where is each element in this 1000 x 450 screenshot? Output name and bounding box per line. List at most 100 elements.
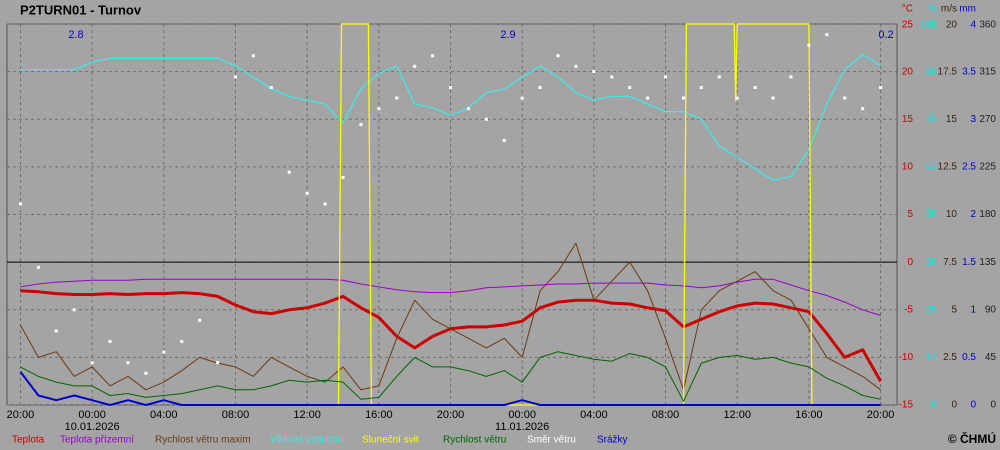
axis-unit: %	[928, 4, 937, 15]
y-tick-label: 315	[979, 66, 996, 77]
x-tick-label: 00:00	[508, 409, 536, 421]
axis-unit: m/s	[941, 4, 957, 15]
scatter-point	[431, 54, 435, 58]
y-tick-label: 3	[970, 114, 976, 125]
legend-entry: Rychlost větru	[443, 435, 506, 446]
scatter-point	[251, 54, 255, 58]
y-tick-label: 5	[907, 209, 913, 220]
scatter-point	[90, 361, 94, 365]
scatter-point	[574, 64, 578, 68]
y-tick-label: 3.5	[962, 66, 976, 77]
legend-entry: Teplota přízemní	[60, 435, 134, 446]
scatter-point	[36, 265, 40, 269]
x-tick-label: 20:00	[437, 409, 465, 421]
scatter-point	[216, 361, 220, 365]
y-tick-label: 15	[902, 114, 914, 125]
scatter-point	[646, 96, 650, 100]
top-label: 2.8	[68, 29, 83, 41]
scatter-point	[520, 96, 524, 100]
scatter-point	[144, 371, 148, 375]
x-tick-label: 08:00	[652, 409, 680, 421]
y-tick-label: 50	[926, 209, 938, 220]
y-tick-label: 0	[931, 400, 937, 411]
y-tick-label: 75	[926, 114, 938, 125]
scatter-point	[233, 75, 237, 79]
y-tick-label: 5	[951, 304, 957, 315]
y-tick-label: -10	[899, 352, 914, 363]
y-tick-label: 20	[902, 66, 914, 77]
y-tick-label: 1	[970, 304, 976, 315]
scatter-point	[753, 86, 757, 89]
scatter-point	[269, 86, 273, 89]
series-line	[337, 23, 813, 406]
y-tick-label: 1.5	[962, 257, 976, 268]
y-tick-label: 135	[979, 257, 996, 268]
scatter-point	[108, 340, 112, 343]
legend-entry: Rychlost větru maxim	[155, 435, 251, 446]
x-tick-label: 20:00	[7, 409, 35, 421]
series-line	[19, 242, 881, 391]
legend-entry: Srážky	[597, 435, 628, 446]
y-tick-label: 88	[926, 66, 938, 77]
y-tick-label: 270	[979, 114, 996, 125]
x-tick-label: 04:00	[580, 409, 608, 421]
scatter-point	[538, 86, 542, 89]
series-line	[20, 53, 881, 181]
top-label: 0.2	[878, 29, 893, 41]
y-tick-label: 7.5	[943, 257, 957, 268]
scatter-point	[771, 96, 775, 100]
scatter-point	[323, 202, 327, 206]
y-tick-label: -15	[899, 400, 914, 411]
series-line	[20, 278, 881, 316]
y-tick-label: 0.5	[962, 352, 976, 363]
y-tick-label: 10	[902, 162, 914, 173]
scatter-point	[610, 75, 614, 79]
scatter-point	[162, 350, 166, 354]
scatter-point	[807, 43, 811, 47]
series-line	[19, 371, 881, 406]
copyright: © ČHMÚ	[948, 431, 996, 446]
scatter-point	[18, 202, 22, 206]
x-tick-label: 12:00	[723, 409, 751, 421]
y-tick-label: -5	[904, 304, 913, 315]
y-tick-label: 38	[926, 257, 938, 268]
series-line	[20, 351, 881, 402]
scatter-point	[377, 107, 381, 111]
axis-unit: mm	[959, 4, 976, 15]
y-tick-label: 15	[946, 114, 958, 125]
x-tick-label: 08:00	[222, 409, 250, 421]
scatter-point	[879, 86, 883, 89]
legend-entry: Sluneční svit	[362, 435, 419, 446]
scatter-point	[180, 340, 184, 343]
scatter-point	[413, 64, 417, 68]
y-tick-label: 90	[985, 304, 997, 315]
y-tick-label: 63	[926, 162, 938, 173]
y-tick-label: 45	[985, 352, 997, 363]
y-tick-label: 2.5	[943, 352, 957, 363]
scatter-point	[825, 33, 829, 37]
y-tick-label: 20	[946, 20, 958, 31]
legend-entry: Směr větru	[527, 435, 576, 446]
x-tick-label: 04:00	[150, 409, 178, 421]
y-tick-label: 180	[979, 209, 996, 220]
scatter-point	[735, 96, 739, 100]
scatter-point	[198, 318, 202, 322]
y-tick-label: 25	[902, 20, 914, 31]
y-tick-label: 25	[926, 304, 938, 315]
x-tick-label: 16:00	[365, 409, 393, 421]
scatter-point	[484, 117, 488, 121]
scatter-point	[305, 191, 309, 195]
y-tick-label: 17.5	[938, 66, 958, 77]
y-tick-label: 0	[951, 400, 957, 411]
scatter-point	[556, 54, 560, 58]
scatter-point	[502, 138, 506, 142]
chart-title: P2TURN01 - Turnov	[20, 2, 142, 17]
scatter-point	[341, 175, 345, 179]
scatter-point	[126, 361, 130, 365]
y-tick-label: 2	[970, 209, 976, 220]
x-tick-label: 12:00	[293, 409, 321, 421]
scatter-point	[664, 75, 668, 79]
x-tick-label: 20:00	[867, 409, 895, 421]
scatter-point	[628, 86, 632, 89]
